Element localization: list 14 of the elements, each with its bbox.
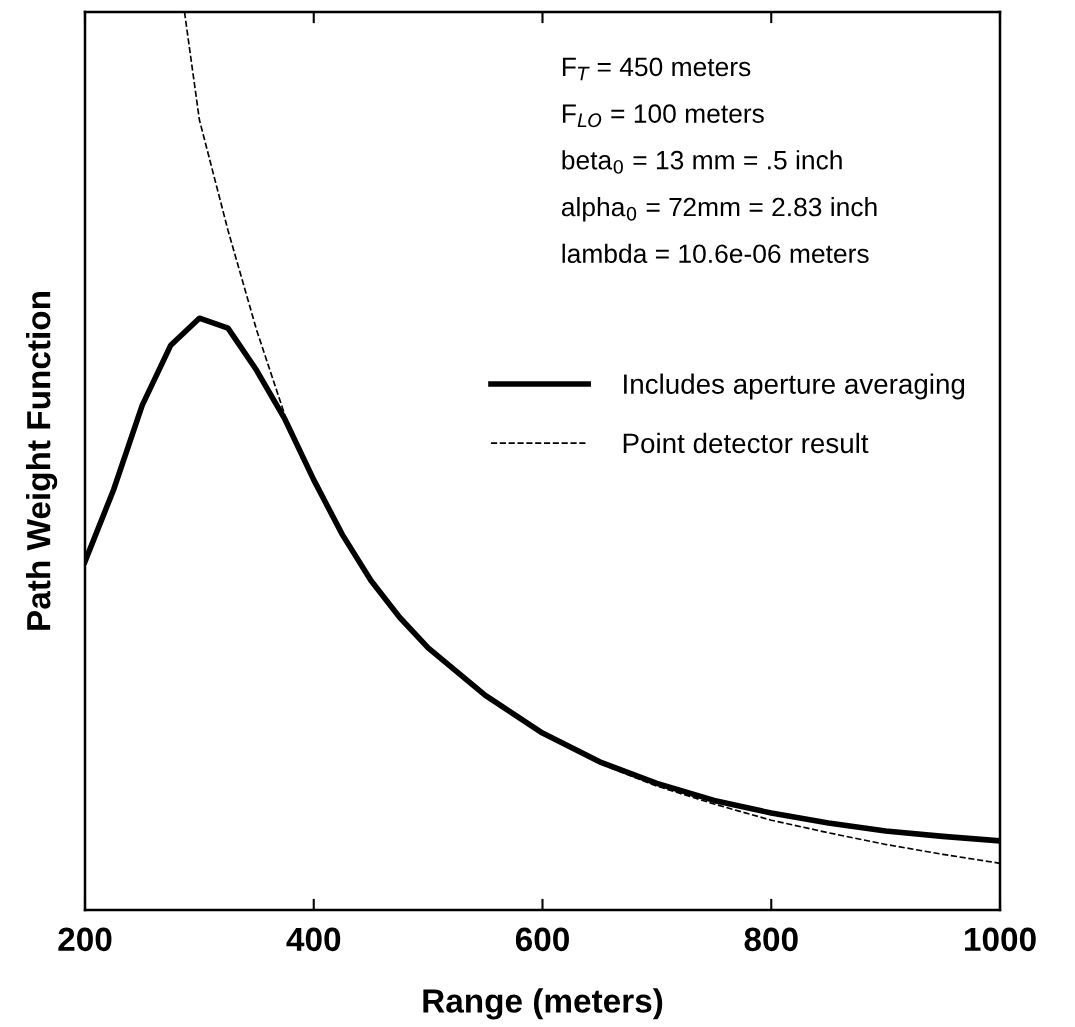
annotation: beta$_{0}$ = 13 mm = .5 inch	[562, 150, 842, 174]
x-tick-label: 400	[286, 927, 341, 952]
x-tick-label: 600	[515, 927, 569, 952]
x-tick-label: 1000	[965, 927, 1036, 952]
y-axis-title: Path Weight Function	[26, 292, 58, 630]
x-axis-title: Range (meters)	[423, 988, 663, 1020]
legend-label: Point detector result	[623, 432, 869, 454]
annotation: alpha$_{0}$ = 72mm = 2.83 inch	[561, 196, 877, 222]
annotation: F$_{LO}$ = 100 meters	[562, 104, 764, 128]
x-tick-label: 800	[744, 927, 798, 952]
annotation: lambda = 10.6e-06 meters	[562, 243, 869, 264]
annotation: F$_{T}$ = 450 meters	[562, 57, 751, 81]
x-tick-label: 200	[58, 927, 112, 952]
legend-label: Includes aperture averaging	[624, 373, 965, 400]
